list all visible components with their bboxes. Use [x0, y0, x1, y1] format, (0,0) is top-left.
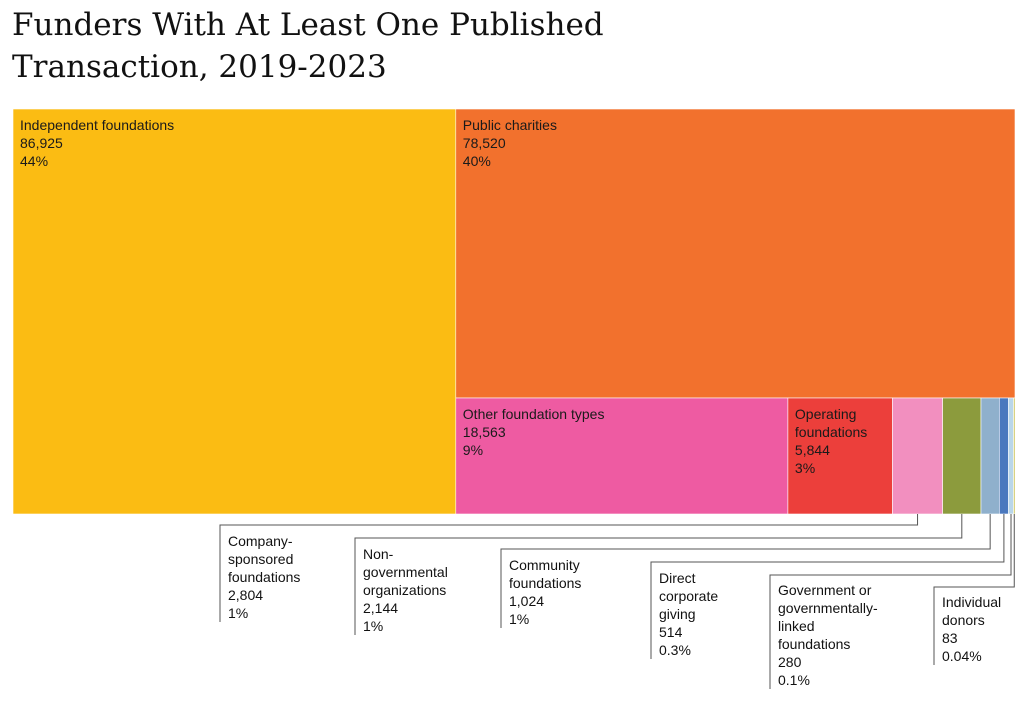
chart-title: Funders With At Least One Published Tran…: [12, 7, 604, 85]
cell-public-charities: [455, 108, 1016, 399]
cell-other-foundation-types: [455, 397, 789, 515]
cell-value-public-charities: 78,520: [463, 135, 506, 151]
cell-direct-corporate-giving: [999, 397, 1009, 515]
callout-value-community-foundations: 1,024: [509, 593, 544, 609]
callout-label-direct-corporate-giving: corporate: [659, 588, 718, 604]
callout-pct-individual-donors: 0.04%: [942, 648, 982, 664]
cell-individual-donors: [1013, 397, 1016, 515]
cell-community-foundations: [980, 397, 1000, 515]
callout-value-non-governmental-organizations: 2,144: [363, 600, 398, 616]
cell-government-or-governmentally-linked-foundations: [1008, 397, 1014, 515]
cell-pct-independent-foundations: 44%: [20, 153, 48, 169]
cell-label-operating-foundations: Operating: [795, 406, 856, 422]
callout-label-company-sponsored-foundations: sponsored: [228, 551, 293, 567]
callout-value-government-or-governmentally-linked-foundations: 280: [778, 654, 802, 670]
callout-value-company-sponsored-foundations: 2,804: [228, 587, 263, 603]
callout-label-community-foundations: Community: [509, 557, 580, 573]
callout-label-non-governmental-organizations: organizations: [363, 582, 446, 598]
callout-label-government-or-governmentally-linked-foundations: Government or: [778, 582, 872, 598]
callout-line-direct-corporate-giving: [650, 514, 1005, 659]
callout-pct-community-foundations: 1%: [509, 611, 529, 627]
cell-label-independent-foundations: Independent foundations: [20, 117, 174, 133]
callout-label-individual-donors: donors: [942, 612, 985, 628]
callout-label-government-or-governmentally-linked-foundations: governmentally-: [778, 600, 878, 616]
callout-label-company-sponsored-foundations: foundations: [228, 569, 300, 585]
callout-label-non-governmental-organizations: Non-: [363, 546, 394, 562]
callout-label-non-governmental-organizations: governmental: [363, 564, 448, 580]
cell-value-operating-foundations: 5,844: [795, 442, 830, 458]
cell-pct-public-charities: 40%: [463, 153, 491, 169]
callout-line-company-sponsored-foundations: [219, 514, 919, 622]
callout-value-direct-corporate-giving: 514: [659, 624, 683, 640]
callout-line-community-foundations: [500, 514, 991, 628]
callout-pct-direct-corporate-giving: 0.3%: [659, 642, 691, 658]
cell-value-other-foundation-types: 18,563: [463, 424, 506, 440]
callout-label-government-or-governmentally-linked-foundations: foundations: [778, 636, 850, 652]
cell-non-governmental-organizations: [942, 397, 982, 515]
callout-label-individual-donors: Individual: [942, 594, 1001, 610]
cell-pct-operating-foundations: 3%: [795, 460, 815, 476]
callout-pct-government-or-governmentally-linked-foundations: 0.1%: [778, 672, 810, 688]
cell-label-public-charities: Public charities: [463, 117, 557, 133]
cell-label-other-foundation-types: Other foundation types: [463, 406, 605, 422]
callout-label-direct-corporate-giving: Direct: [659, 570, 696, 586]
cell-value-independent-foundations: 86,925: [20, 135, 63, 151]
callout-value-individual-donors: 83: [942, 630, 958, 646]
cell-independent-foundations: [12, 108, 457, 515]
callout-label-direct-corporate-giving: giving: [659, 606, 696, 622]
cell-pct-other-foundation-types: 9%: [463, 442, 483, 458]
callout-label-company-sponsored-foundations: Company-: [228, 533, 293, 549]
callout-label-government-or-governmentally-linked-foundations: linked: [778, 618, 815, 634]
cell-company-sponsored-foundations: [892, 397, 943, 515]
callout-line-government-or-governmentally-linked-foundations: [769, 514, 1012, 689]
callout-pct-non-governmental-organizations: 1%: [363, 618, 383, 634]
callout-label-community-foundations: foundations: [509, 575, 581, 591]
callout-pct-company-sponsored-foundations: 1%: [228, 605, 248, 621]
callout-line-non-governmental-organizations: [354, 514, 963, 635]
callout-line-individual-donors: [933, 514, 1015, 665]
cell-label-operating-foundations: foundations: [795, 424, 867, 440]
